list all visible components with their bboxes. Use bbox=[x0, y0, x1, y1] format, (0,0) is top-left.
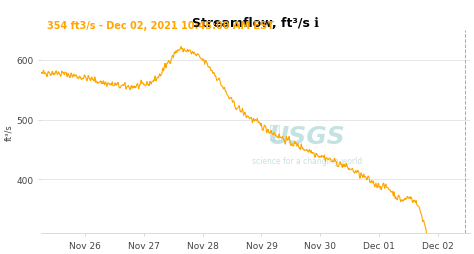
Y-axis label: ft³/s: ft³/s bbox=[4, 124, 13, 140]
Text: science for a changing world: science for a changing world bbox=[252, 156, 362, 165]
Text: USGS: USGS bbox=[268, 124, 345, 148]
Title: Streamflow, ft³/s ℹ: Streamflow, ft³/s ℹ bbox=[192, 17, 319, 30]
Text: ⧉: ⧉ bbox=[269, 123, 281, 141]
Text: 354 ft3/s - Dec 02, 2021 10:45:00 AM EST: 354 ft3/s - Dec 02, 2021 10:45:00 AM EST bbox=[47, 21, 274, 30]
